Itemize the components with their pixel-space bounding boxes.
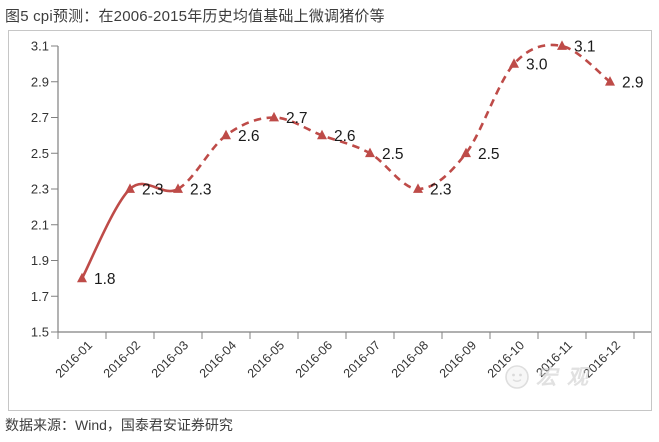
x-axis-label: 2016-12 bbox=[581, 338, 623, 380]
chart-plot-box: 1.5 1.7 1.9 2.1 2.3 2.5 2.7 2.9 3.1 2016-01 2016-0… bbox=[8, 30, 652, 411]
data-label: 2.7 bbox=[286, 110, 308, 127]
y-axis-label: 3.1 bbox=[31, 39, 49, 54]
y-axis-label: 2.1 bbox=[31, 217, 49, 232]
chart-title: 图5 cpi预测：在2006-2015年历史均值基础上微调猪价等 bbox=[5, 8, 385, 25]
data-label: 2.5 bbox=[382, 146, 404, 163]
x-axis-label: 2016-01 bbox=[53, 338, 95, 380]
x-axis-label: 2016-09 bbox=[437, 338, 479, 380]
data-label: 2.3 bbox=[190, 182, 212, 199]
series-line-solid bbox=[80, 182, 179, 280]
x-axis-label: 2016-06 bbox=[293, 338, 335, 380]
y-axis-label: 2.3 bbox=[31, 182, 49, 197]
x-axis-label: 2016-10 bbox=[485, 338, 527, 380]
x-axis-label: 2016-03 bbox=[149, 338, 191, 380]
x-axis-label: 2016-04 bbox=[197, 338, 239, 380]
data-label: 3.1 bbox=[574, 39, 596, 56]
series-line-dashed bbox=[177, 43, 611, 191]
y-axis-label: 2.9 bbox=[31, 74, 49, 89]
y-axis-label: 1.7 bbox=[31, 289, 49, 304]
y-axis-label: 2.7 bbox=[31, 110, 49, 125]
x-axis-label: 2016-05 bbox=[245, 338, 287, 380]
y-axis-label: 1.9 bbox=[31, 253, 49, 268]
x-axis-label: 2016-08 bbox=[389, 338, 431, 380]
y-axis-label: 2.5 bbox=[31, 146, 49, 161]
data-label: 2.5 bbox=[478, 146, 500, 163]
data-label: 2.6 bbox=[334, 128, 356, 145]
x-axis-label: 2016-07 bbox=[341, 338, 383, 380]
data-label: 3.0 bbox=[526, 56, 548, 73]
data-label: 2.3 bbox=[430, 182, 452, 199]
data-label: 2.3 bbox=[142, 182, 164, 199]
data-label: 2.9 bbox=[622, 74, 644, 91]
x-axis-label: 2016-11 bbox=[533, 338, 575, 380]
x-axis-label: 2016-02 bbox=[101, 338, 143, 380]
data-label: 1.8 bbox=[94, 271, 116, 288]
data-point-marker bbox=[557, 40, 567, 50]
data-label: 2.6 bbox=[238, 128, 260, 145]
data-point-marker bbox=[461, 147, 471, 158]
y-axis-label: 1.5 bbox=[31, 325, 49, 340]
source-note: 数据来源：Wind，国泰君安证券研究 bbox=[5, 417, 233, 433]
